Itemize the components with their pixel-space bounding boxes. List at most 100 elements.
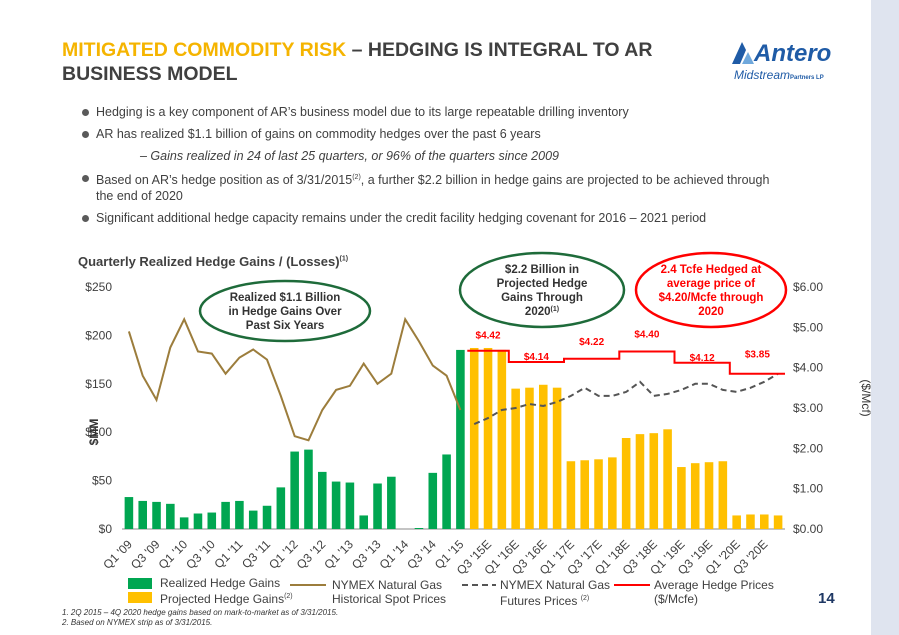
projected-bar bbox=[690, 463, 700, 529]
projected-bar bbox=[511, 388, 520, 529]
realized-bar bbox=[442, 454, 451, 529]
x-tick-label: Q1 '13 bbox=[321, 537, 356, 572]
annotation-hedged-text: 2020 bbox=[698, 306, 724, 318]
x-tick-label: Q3 '14 bbox=[404, 537, 439, 572]
realized-bar bbox=[359, 515, 369, 529]
y-tick-label: $150 bbox=[85, 377, 112, 391]
y-axis-label: $MM bbox=[87, 419, 101, 446]
x-tick-label: Q3 '12 bbox=[294, 537, 329, 572]
footnote-1: 1. 2Q 2015 – 4Q 2020 hedge gains based o… bbox=[62, 608, 339, 617]
footnotes: 1. 2Q 2015 – 4Q 2020 hedge gains based o… bbox=[62, 608, 338, 628]
legend-avg-label: Average Hedge Prices ($/Mcfe) bbox=[654, 578, 774, 606]
realized-bar bbox=[387, 476, 396, 529]
y-tick-label: $0 bbox=[99, 522, 113, 536]
annotation-projected-sup: (1) bbox=[551, 306, 560, 313]
projected-bar bbox=[552, 387, 562, 529]
y2-tick-label: $3.00 bbox=[793, 401, 823, 415]
annotation-hedged-text: average price of bbox=[667, 278, 755, 290]
title-accent: MITIGATED COMMODITY RISK bbox=[62, 39, 347, 61]
realized-bar bbox=[373, 483, 382, 529]
x-tick-label: Q1 '11 bbox=[212, 537, 246, 571]
realized-bar bbox=[276, 487, 286, 529]
legend-historical-line1: NYMEX Natural Gas bbox=[332, 578, 443, 592]
realized-bar bbox=[221, 501, 230, 529]
realized-bar bbox=[345, 482, 355, 529]
x-tick-label: Q3 '09 bbox=[128, 537, 163, 572]
y2-tick-label: $1.00 bbox=[793, 482, 823, 496]
projected-bar bbox=[663, 429, 672, 529]
projected-bar bbox=[635, 434, 645, 529]
bullet-list: Hedging is a key component of AR’s busin… bbox=[82, 104, 782, 232]
projected-bar bbox=[594, 459, 603, 529]
logo-sub-text: Midstream bbox=[734, 68, 791, 82]
y-tick-label: $50 bbox=[92, 474, 112, 488]
logo-subtitle: MidstreamPartners LP bbox=[734, 68, 824, 82]
projected-bar bbox=[580, 460, 590, 529]
realized-bar bbox=[166, 503, 175, 529]
x-tick-label: Q1 '12 bbox=[266, 537, 301, 572]
projected-bar bbox=[525, 387, 534, 529]
projected-bar bbox=[608, 457, 617, 529]
y2-tick-label: $5.00 bbox=[793, 320, 823, 334]
legend-historical-line2: Historical Spot Prices bbox=[332, 592, 447, 606]
realized-bar bbox=[428, 472, 438, 529]
projected-bar bbox=[677, 467, 686, 529]
realized-bar bbox=[304, 449, 313, 529]
realized-bar bbox=[290, 451, 299, 529]
legend-futures-label: NYMEX Natural Gas Futures Prices (2) bbox=[500, 578, 610, 608]
annotation-projected-text: Gains Through bbox=[501, 292, 583, 304]
annotation-realized-ellipse bbox=[198, 279, 372, 343]
decorative-side-band bbox=[871, 0, 899, 635]
x-tick-label: Q3 '13 bbox=[349, 537, 384, 572]
legend-futures-sup: (2) bbox=[580, 595, 590, 602]
realized-bar bbox=[248, 510, 258, 529]
company-logo: Antero MidstreamPartners LP bbox=[728, 38, 838, 86]
legend-realized-swatch bbox=[128, 578, 152, 589]
x-tick-label: Q1 '09 bbox=[100, 537, 135, 572]
bullet3-sup: (2) bbox=[352, 174, 361, 181]
legend-avg-line1: Average Hedge Prices bbox=[654, 578, 774, 592]
y-tick-label: $200 bbox=[85, 328, 112, 342]
projected-bar bbox=[718, 461, 728, 529]
title-rest: – HEDGING IS INTEGRAL TO AR BUSINESS MOD… bbox=[62, 39, 653, 85]
annotation-realized-text: in Hedge Gains Over bbox=[228, 306, 342, 318]
slide-title: MITIGATED COMMODITY RISK – HEDGING IS IN… bbox=[62, 38, 682, 86]
y2-tick-label: $4.00 bbox=[793, 361, 823, 375]
legend-projected-swatch bbox=[128, 592, 152, 603]
annotation-projected-text: Projected Hedge bbox=[497, 278, 588, 290]
realized-bar bbox=[179, 517, 189, 529]
avg-price-label: $4.40 bbox=[634, 330, 659, 341]
x-tick-label: Q1 '10 bbox=[156, 537, 191, 572]
projected-bar bbox=[621, 438, 631, 529]
y-tick-label: $100 bbox=[85, 425, 112, 439]
projected-bar bbox=[704, 462, 714, 529]
legend-avg-line2: ($/Mcfe) bbox=[654, 592, 699, 606]
legend-historical-label: NYMEX Natural Gas Historical Spot Prices bbox=[332, 578, 446, 606]
y2-tick-label: $0.00 bbox=[793, 522, 823, 536]
projected-bar bbox=[469, 347, 479, 529]
projected-bar bbox=[483, 347, 493, 529]
projected-bar bbox=[732, 515, 741, 529]
sub-bullet-item: – Gains realized in 24 of last 25 quarte… bbox=[140, 149, 559, 163]
y2-tick-label: $2.00 bbox=[793, 441, 823, 455]
annotation-hedged-text: 2.4 Tcfe Hedged at bbox=[661, 264, 762, 276]
legend-futures-line1: NYMEX Natural Gas bbox=[500, 578, 611, 592]
annotation-realized-text: Past Six Years bbox=[246, 320, 324, 332]
avg-price-label: $4.22 bbox=[579, 337, 604, 348]
bullet-item: Hedging is a key component of AR’s busin… bbox=[82, 104, 782, 120]
chart-title-sup: (1) bbox=[339, 255, 349, 263]
logo-mark-icon bbox=[732, 42, 754, 64]
realized-bar bbox=[193, 513, 203, 529]
realized-bar bbox=[124, 497, 134, 529]
footnote-2: 2. Based on NYMEX strip as of 3/31/2015. bbox=[62, 618, 213, 627]
avg-hedge-price-line bbox=[467, 349, 785, 375]
avg-price-label: $4.14 bbox=[524, 352, 549, 363]
bullet3-text-b: , a further $2.2 billion in hedge gains … bbox=[96, 173, 770, 204]
bullet-item: Based on AR’s hedge position as of 3/31/… bbox=[82, 170, 782, 204]
x-tick-label: Q1 '14 bbox=[377, 537, 412, 572]
projected-bar bbox=[759, 514, 769, 529]
legend-futures-line2: Futures Prices (2) bbox=[500, 592, 610, 608]
avg-price-label: $4.42 bbox=[476, 331, 501, 342]
projected-bar bbox=[649, 433, 659, 529]
